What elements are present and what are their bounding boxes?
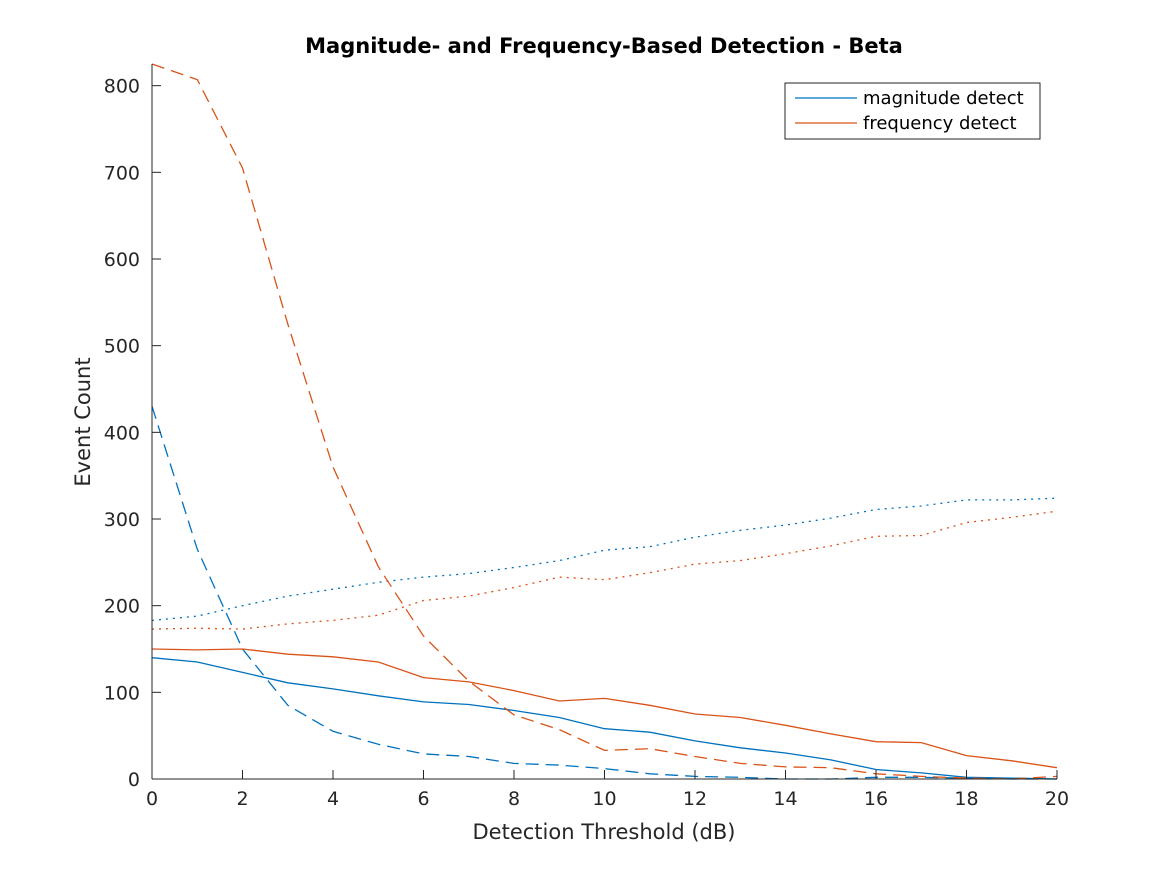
x-tick-label: 14 <box>773 788 797 810</box>
chart-title: Magnitude- and Frequency-Based Detection… <box>305 34 903 58</box>
series-layer <box>151 63 1058 780</box>
y-tick-label: 0 <box>128 769 140 791</box>
y-axis-label: Event Count <box>71 357 95 486</box>
x-tick-label: 0 <box>146 788 158 810</box>
x-tick-label: 6 <box>417 788 429 810</box>
y-tick-label: 200 <box>104 596 140 618</box>
series-line-3-dotted <box>151 497 1058 622</box>
x-tick-label: 10 <box>592 788 616 810</box>
legend-label: frequency detect <box>863 113 1017 134</box>
x-tick-label: 16 <box>864 788 888 810</box>
series-line-2-dashed <box>151 406 1057 780</box>
axes-layer: 0 2 4 6 8 10 12 14 16 18 2001002003004005006007008… <box>104 64 1069 810</box>
x-tick-label: 4 <box>327 788 339 810</box>
series-line-4-solid <box>151 648 1058 769</box>
y-tick-label: 400 <box>104 422 140 444</box>
x-tick-label: 18 <box>954 788 978 810</box>
legend-box <box>784 82 1041 140</box>
series-line-1-solid <box>151 657 1058 780</box>
y-tick-label: 800 <box>104 76 140 98</box>
y-tick-label: 500 <box>104 336 140 358</box>
y-tick-label: 300 <box>104 509 140 531</box>
series-line-6-dotted <box>151 510 1058 630</box>
x-tick-label: 12 <box>683 788 707 810</box>
x-tick-label: 20 <box>1045 788 1069 810</box>
x-axis-label: Detection Threshold (dB) <box>473 820 736 844</box>
x-tick-label: 8 <box>508 788 520 810</box>
x-tick-label: 2 <box>236 788 248 810</box>
series-line-5-dashed <box>151 63 1058 780</box>
y-tick-label: 600 <box>104 249 140 271</box>
plot-area: 0 2 4 6 8 10 12 14 16 18 2001002003004005006007008… <box>104 63 1069 810</box>
y-tick-label: 700 <box>104 162 140 184</box>
legend-label: magnitude detect <box>863 88 1024 109</box>
y-tick-label: 100 <box>104 682 140 704</box>
legend: magnitude detect frequency detect <box>784 82 1041 140</box>
